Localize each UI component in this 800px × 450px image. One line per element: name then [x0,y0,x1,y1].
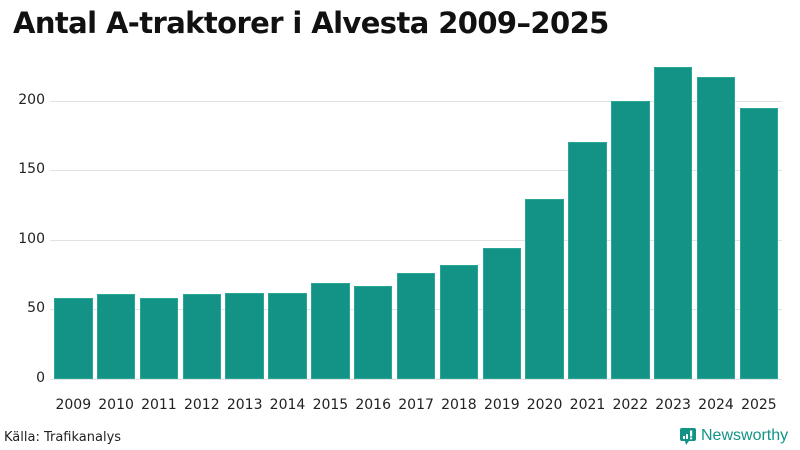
x-axis-tick-label: 2023 [655,397,691,413]
bar-2024 [696,76,736,379]
bar-2023 [653,67,693,379]
bar-2020 [525,199,564,379]
y-axis-tick-label: 200 [18,92,45,108]
bar-2010 [96,294,136,379]
x-axis-tick-label: 2011 [141,397,177,413]
bar-2014 [268,292,307,379]
x-axis-tick-label: 2020 [526,397,563,413]
bar-2022 [611,100,650,379]
bar-2013 [225,292,264,379]
bar-2025 [739,107,779,379]
bar-2021 [568,142,607,379]
bar-2016 [353,285,393,379]
bar-chart-speech-bubble-icon [680,427,696,445]
chart-title: Antal A-traktorer i Alvesta 2009–2025 [13,6,609,40]
x-axis-tick-label: 2014 [269,397,306,413]
x-axis-tick-label: 2019 [483,397,520,413]
x-axis-tick-label: 2013 [226,397,263,413]
y-axis-tick-label: 100 [18,231,45,247]
gridline [50,379,782,380]
gridline [50,240,782,241]
x-axis-tick-label: 2025 [741,397,777,413]
x-axis-tick-label: 2018 [441,397,477,413]
bar-2009 [54,298,93,379]
bar-2011 [139,298,179,379]
gridline [50,170,782,171]
x-axis-tick-label: 2017 [398,397,434,413]
x-axis-tick-label: 2021 [569,397,606,413]
x-axis-tick-label: 2024 [698,397,734,413]
newsworthy-logo: Newsworthy [680,427,788,445]
bar-2012 [182,294,222,379]
y-axis-tick-label: 0 [36,370,45,386]
bar-2018 [439,264,479,379]
y-axis-tick-label: 50 [27,300,45,316]
bar-2019 [482,248,521,379]
gridline [50,101,782,102]
source-note: Källa: Trafikanalys [4,430,122,445]
bar-2015 [311,282,350,379]
x-axis-tick-label: 2022 [612,397,649,413]
x-axis-tick-label: 2016 [355,397,391,413]
x-axis-tick-label: 2012 [183,397,220,413]
y-axis-tick-label: 150 [18,161,45,177]
brand-name: Newsworthy [701,427,789,444]
x-axis-tick-label: 2009 [55,397,92,413]
x-axis-tick-label: 2010 [98,397,134,413]
bar-2017 [396,273,436,379]
x-axis-tick-label: 2015 [312,397,349,413]
